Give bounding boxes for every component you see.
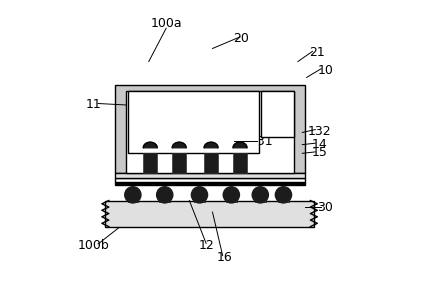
Bar <box>226 199 237 202</box>
Text: 15: 15 <box>312 146 328 159</box>
Circle shape <box>252 187 269 203</box>
Bar <box>226 199 237 202</box>
Circle shape <box>156 187 173 203</box>
Text: 30: 30 <box>317 201 333 214</box>
Text: 10: 10 <box>317 64 333 77</box>
Bar <box>128 199 138 202</box>
Bar <box>128 91 259 153</box>
Bar <box>172 153 186 173</box>
Bar <box>261 91 294 137</box>
Text: 11: 11 <box>86 98 102 111</box>
Text: 20: 20 <box>233 32 249 45</box>
Text: 100a: 100a <box>150 17 182 30</box>
Text: 100b: 100b <box>78 239 110 252</box>
Circle shape <box>191 187 207 203</box>
Bar <box>278 199 289 202</box>
Bar <box>128 199 138 202</box>
Bar <box>105 200 314 227</box>
Bar <box>204 153 218 173</box>
Bar <box>194 199 205 202</box>
Polygon shape <box>204 142 218 148</box>
Text: 12: 12 <box>199 239 215 252</box>
Circle shape <box>275 187 292 203</box>
Bar <box>255 199 266 202</box>
Bar <box>159 199 170 202</box>
Bar <box>233 153 247 173</box>
Bar <box>116 173 305 178</box>
Bar <box>255 199 266 202</box>
Polygon shape <box>172 142 186 148</box>
Bar <box>116 178 305 182</box>
Bar <box>159 199 170 202</box>
Text: 131: 131 <box>250 135 274 148</box>
Bar <box>116 85 305 173</box>
Text: 132: 132 <box>308 125 332 138</box>
Bar <box>278 199 289 202</box>
Text: 14: 14 <box>312 138 328 150</box>
Bar <box>194 199 205 202</box>
Polygon shape <box>143 142 157 148</box>
Text: 16: 16 <box>216 251 232 263</box>
Bar <box>127 91 294 173</box>
Circle shape <box>125 187 141 203</box>
Bar <box>143 153 157 173</box>
Text: 21: 21 <box>309 46 325 59</box>
Polygon shape <box>233 142 247 148</box>
Bar <box>116 182 305 185</box>
Circle shape <box>223 187 239 203</box>
